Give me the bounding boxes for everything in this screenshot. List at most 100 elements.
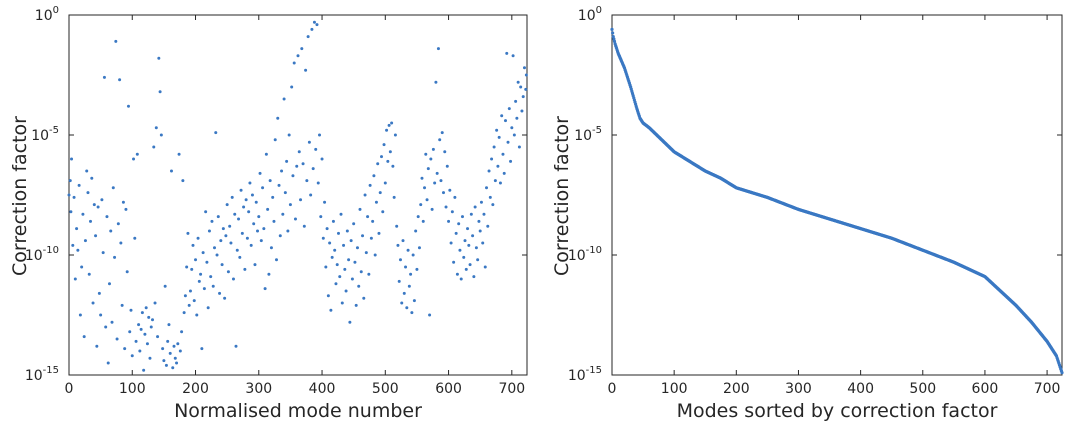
data-point (325, 227, 329, 231)
data-point (249, 243, 253, 247)
data-point (491, 203, 495, 207)
data-point (121, 200, 125, 204)
data-point (157, 56, 161, 60)
data-point (201, 251, 205, 255)
data-point (347, 258, 351, 262)
data-point (191, 243, 195, 247)
data-point (510, 126, 514, 130)
data-point (478, 229, 482, 233)
data-point (128, 330, 132, 334)
data-point (419, 203, 423, 207)
data-point (248, 181, 252, 185)
data-point (105, 215, 109, 219)
data-point (477, 219, 481, 223)
data-point (244, 198, 248, 202)
data-point (263, 287, 267, 291)
data-point (250, 193, 254, 197)
data-point (210, 219, 214, 223)
data-point (221, 227, 225, 231)
data-point (190, 267, 194, 271)
data-point (448, 188, 452, 192)
data-point (133, 236, 137, 240)
data-point (154, 126, 158, 130)
data-point (338, 275, 342, 279)
data-point (343, 267, 347, 271)
data-point (81, 212, 85, 216)
data-point (469, 212, 473, 216)
data-point (611, 31, 615, 35)
data-point (285, 159, 289, 163)
data-point (524, 87, 528, 91)
data-point (256, 229, 260, 233)
data-point (123, 347, 127, 351)
data-point (359, 270, 363, 274)
data-point (194, 258, 198, 262)
data-point (252, 222, 256, 226)
data-point (400, 301, 404, 305)
data-point (366, 215, 370, 219)
data-point (611, 35, 615, 39)
x-tick-label: 400 (847, 381, 874, 397)
data-point (96, 205, 100, 209)
data-point (509, 159, 513, 163)
data-point (397, 279, 401, 283)
x-tick-label: 300 (785, 381, 812, 397)
data-point (517, 145, 521, 149)
data-point (309, 193, 313, 197)
data-point (143, 332, 147, 336)
data-point (111, 186, 115, 190)
data-point (485, 186, 489, 190)
data-point (468, 263, 472, 267)
data-point (277, 183, 281, 187)
data-point (83, 239, 87, 243)
data-point (92, 203, 96, 207)
data-point (264, 152, 268, 156)
data-point (214, 131, 218, 135)
data-point (280, 169, 284, 173)
data-point (97, 291, 101, 295)
data-point (164, 363, 168, 367)
data-point (473, 205, 477, 209)
data-point (498, 181, 502, 185)
data-point (153, 301, 157, 305)
data-point (328, 241, 332, 245)
data-point (457, 222, 461, 226)
data-point (228, 224, 232, 228)
data-point (381, 210, 385, 214)
y-tick-label: 10-5 (31, 125, 59, 144)
x-tick-label: 400 (309, 381, 336, 397)
data-point (392, 195, 396, 199)
data-point (312, 20, 316, 24)
data-point (401, 239, 405, 243)
data-point (386, 159, 390, 163)
data-point (202, 287, 206, 291)
data-point (396, 243, 400, 247)
data-point (138, 349, 142, 353)
data-point (120, 303, 124, 307)
data-point (211, 284, 215, 288)
data-point (506, 140, 510, 144)
data-point (186, 231, 190, 235)
data-point (324, 265, 328, 269)
data-point (177, 152, 181, 156)
data-point (471, 234, 475, 238)
data-point (505, 51, 509, 55)
data-point (207, 229, 211, 233)
data-point (319, 215, 323, 219)
data-point (273, 138, 277, 142)
data-point (501, 152, 505, 156)
data-point (331, 219, 335, 223)
data-point (162, 359, 166, 363)
data-point (271, 195, 275, 199)
data-point (323, 200, 327, 204)
y-tick-label: 100 (578, 5, 602, 24)
data-point (192, 299, 196, 303)
data-point (80, 265, 84, 269)
data-point (488, 195, 492, 199)
data-point (167, 323, 171, 327)
data-point (515, 116, 519, 120)
data-point (231, 277, 235, 281)
data-point (490, 157, 494, 161)
data-point (425, 198, 429, 202)
data-point (147, 315, 151, 319)
